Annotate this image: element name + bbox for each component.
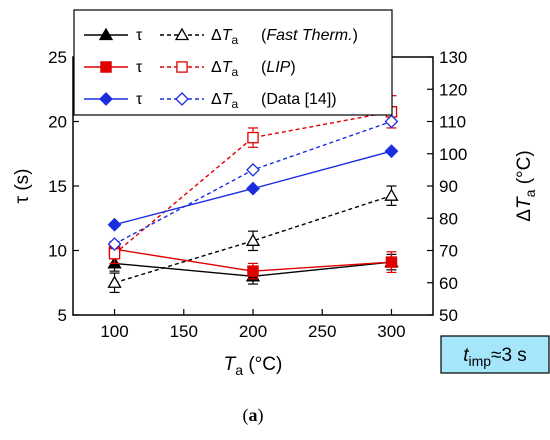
axis-ticks: 100 150 200 250 300 5 10 15 20 25 50 60 70 80 90 100 110… [48, 48, 467, 341]
y2-tick-label: 130 [439, 48, 467, 67]
square-marker [176, 61, 188, 73]
x-tick-label: 300 [377, 322, 405, 341]
legend-label: ΔTa [211, 91, 238, 111]
y-tick-label: 25 [48, 48, 67, 67]
legend-label: ΔTa [211, 27, 238, 47]
annotation-text: timp≈3 s [463, 345, 527, 369]
diamond-marker [246, 181, 260, 196]
x-tick-label: 150 [170, 322, 198, 341]
series-layer [107, 95, 399, 294]
annotation-box [440, 335, 550, 374]
triangle-marker [174, 27, 190, 41]
triangle-marker [245, 233, 261, 246]
square-marker [385, 256, 398, 268]
x-tick-label: 250 [308, 322, 336, 341]
diamond-marker [107, 217, 122, 232]
x-tick-label: 100 [100, 322, 128, 341]
y2-tick-label: 80 [439, 209, 458, 228]
diamond-marker [107, 237, 122, 251]
y2-tick-label: 100 [439, 145, 467, 164]
square-marker [100, 61, 112, 73]
diamond-marker [384, 144, 399, 159]
diamond-marker [384, 114, 399, 129]
x-axis-label: Ta (°C) [224, 354, 283, 378]
legend-tag: (Data [14]) [261, 91, 337, 108]
y2-tick-label: 110 [439, 113, 466, 132]
x-tick-label: 200 [239, 322, 267, 341]
series-line [114, 195, 392, 284]
legend-box [73, 9, 393, 116]
legend-tag: (LIP) [261, 59, 296, 76]
y2-tick-label: 60 [439, 274, 458, 293]
y-axis-label: τ (s) [12, 169, 33, 204]
y-tick-label: 5 [58, 306, 67, 325]
legend-tag: (Fast Therm.) [261, 27, 358, 44]
triangle-marker [107, 275, 122, 288]
square-marker [247, 131, 259, 144]
legend-label: τ [136, 91, 143, 108]
triangle-marker [384, 188, 399, 201]
diamond-marker [246, 162, 260, 177]
y2-axis-label: ΔTa (°C) [514, 150, 538, 221]
y-tick-label: 10 [48, 242, 67, 261]
triangle-marker [98, 27, 114, 41]
legend-label: τ [136, 27, 143, 44]
legend-label: τ [136, 59, 143, 76]
y2-tick-label: 120 [439, 80, 467, 99]
annotation: timp≈3 s [440, 335, 550, 374]
y-tick-label: 15 [48, 177, 67, 196]
y2-tick-label: 70 [439, 242, 458, 261]
diamond-marker [175, 92, 189, 106]
panel-label: (a) [243, 405, 264, 426]
y-tick-label: 20 [48, 113, 67, 132]
y2-tick-label: 50 [439, 306, 458, 325]
series-line [114, 111, 392, 255]
legend: τ ΔTa (Fast Therm.) τ ΔTa (LIP) τ ΔTa (Data [14]… [73, 9, 393, 116]
y2-tick-label: 90 [439, 177, 458, 196]
diamond-marker [99, 92, 113, 106]
square-marker [247, 265, 259, 277]
legend-label: ΔTa [211, 59, 238, 79]
